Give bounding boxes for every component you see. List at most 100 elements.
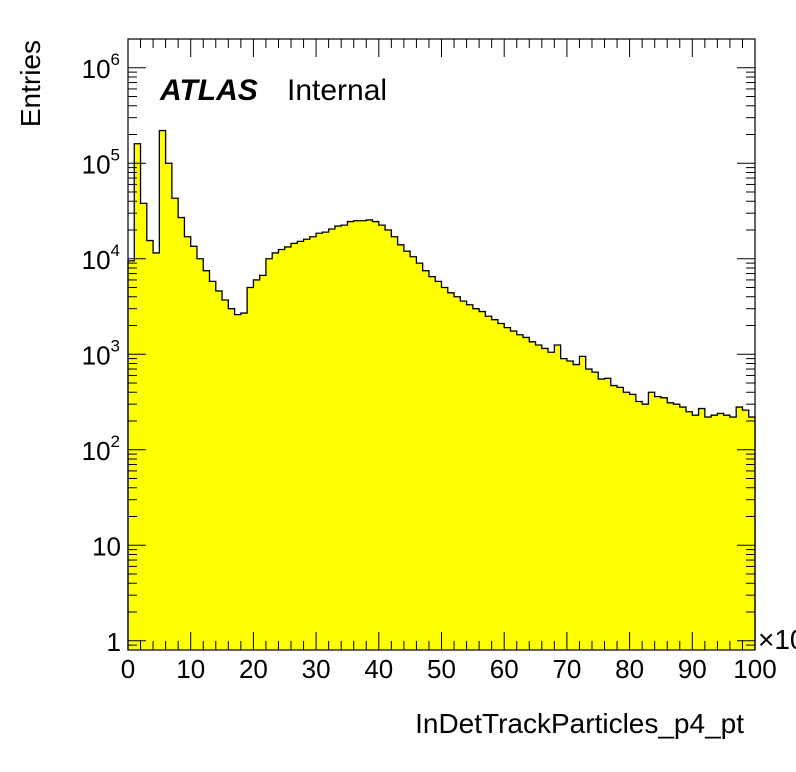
y-tick-label: 105 xyxy=(82,145,120,179)
y-tick-labels: 1 10 102 103 104 105 106 xyxy=(82,50,121,657)
histogram-bin xyxy=(410,256,417,650)
histogram-bin xyxy=(441,287,449,650)
histogram-bins xyxy=(128,130,756,651)
histogram-bin xyxy=(178,217,185,651)
histogram-bin xyxy=(711,415,718,650)
histogram-bin xyxy=(259,275,267,650)
histogram-bin xyxy=(347,221,355,650)
x-tick-labels: 0 10 20 30 40 50 60 70 80 90 100 xyxy=(121,654,777,684)
histogram-bin xyxy=(585,369,593,650)
x-tick-label: 20 xyxy=(239,654,268,684)
histogram-bin xyxy=(247,287,254,650)
histogram-bin xyxy=(472,308,480,650)
histogram-bin xyxy=(422,270,430,650)
histogram-bin xyxy=(717,413,724,650)
histogram-bin xyxy=(736,407,743,650)
histogram-bin xyxy=(679,407,687,650)
histogram-bin xyxy=(297,241,304,650)
histogram-bin xyxy=(284,246,292,651)
histogram-bin xyxy=(165,163,173,650)
histogram-bin xyxy=(541,348,549,650)
histogram-bin xyxy=(203,270,210,650)
x-tick-label: 90 xyxy=(678,654,707,684)
axis-ticks xyxy=(127,38,756,651)
x-tick-label: 100 xyxy=(733,654,776,684)
histogram-bin xyxy=(554,344,561,650)
histogram-bin xyxy=(591,372,599,650)
histogram-outline xyxy=(127,129,756,650)
histogram-bin xyxy=(184,236,191,651)
y-tick-label: 10 xyxy=(92,531,121,561)
y-tick-label: 106 xyxy=(82,50,120,84)
histogram-bin xyxy=(686,411,693,650)
histogram-bin xyxy=(328,228,336,650)
histogram-bin xyxy=(416,263,423,650)
x-axis-multiplier: ×103 xyxy=(758,621,796,655)
histogram-bin xyxy=(403,251,411,650)
x-tick-label: 60 xyxy=(490,654,519,684)
histogram-bin xyxy=(660,397,668,650)
histogram-bin xyxy=(196,258,204,650)
y-tick-label: 104 xyxy=(82,241,120,275)
histogram-bin xyxy=(209,281,217,650)
atlas-label: ATLAS xyxy=(159,74,258,107)
y-tick-label: 1 xyxy=(107,627,121,657)
histogram-bin xyxy=(529,341,536,650)
histogram-bin xyxy=(460,301,467,650)
histogram-bin xyxy=(316,233,323,651)
histogram-bin xyxy=(146,240,154,650)
histogram-bin xyxy=(535,344,543,650)
x-tick-label: 30 xyxy=(302,654,331,684)
histogram-bin xyxy=(447,292,455,650)
histogram-bin xyxy=(504,327,511,650)
histogram-bin xyxy=(466,304,474,650)
histogram-bin xyxy=(190,246,198,651)
histogram-bin xyxy=(497,323,505,650)
y-tick-label: 103 xyxy=(82,336,120,370)
histogram-bin xyxy=(523,337,530,650)
histogram-bin xyxy=(428,276,436,650)
y-tick-label: 102 xyxy=(82,432,120,466)
histogram-bin xyxy=(140,203,148,650)
histogram-bin xyxy=(215,290,223,650)
histogram-bin xyxy=(291,243,298,650)
histogram-bin xyxy=(240,313,248,650)
histogram-bin xyxy=(704,417,712,650)
histogram-bin xyxy=(573,364,580,650)
histogram-bin xyxy=(134,143,141,650)
histogram-bin xyxy=(222,299,229,650)
histogram-bin xyxy=(491,319,499,650)
histogram-bin xyxy=(378,225,386,651)
x-tick-label: 50 xyxy=(427,654,456,684)
internal-label: Internal xyxy=(287,74,387,107)
histogram-bin xyxy=(723,415,731,650)
histogram-bin xyxy=(579,356,587,650)
x-multiplier-base: ×10 xyxy=(758,624,796,655)
histogram-bin xyxy=(272,252,279,650)
histogram-bin xyxy=(153,252,160,650)
histogram-bin xyxy=(159,130,166,651)
histogram-bin xyxy=(729,417,737,650)
histogram-bin xyxy=(391,236,398,651)
histogram-bin xyxy=(385,230,392,650)
histogram-bin xyxy=(322,232,329,650)
histogram-bin xyxy=(698,408,706,650)
x-tick-label: 40 xyxy=(364,654,393,684)
histogram-bin xyxy=(278,249,286,651)
histogram-bin xyxy=(128,260,135,650)
histogram-bin xyxy=(479,311,486,650)
histogram-bin xyxy=(228,308,235,650)
histogram-bin xyxy=(265,258,273,650)
histogram-bin xyxy=(635,401,643,650)
histogram-bin xyxy=(692,415,699,650)
x-tick-label: 70 xyxy=(552,654,581,684)
histogram-bin xyxy=(654,396,662,650)
histogram-bin xyxy=(629,394,637,650)
histogram-bin xyxy=(742,410,750,650)
histogram-bin xyxy=(617,387,624,650)
histogram-bin xyxy=(234,314,242,650)
histogram-bin xyxy=(171,198,179,650)
histogram-bin xyxy=(623,392,630,650)
histogram-bin xyxy=(334,226,342,651)
